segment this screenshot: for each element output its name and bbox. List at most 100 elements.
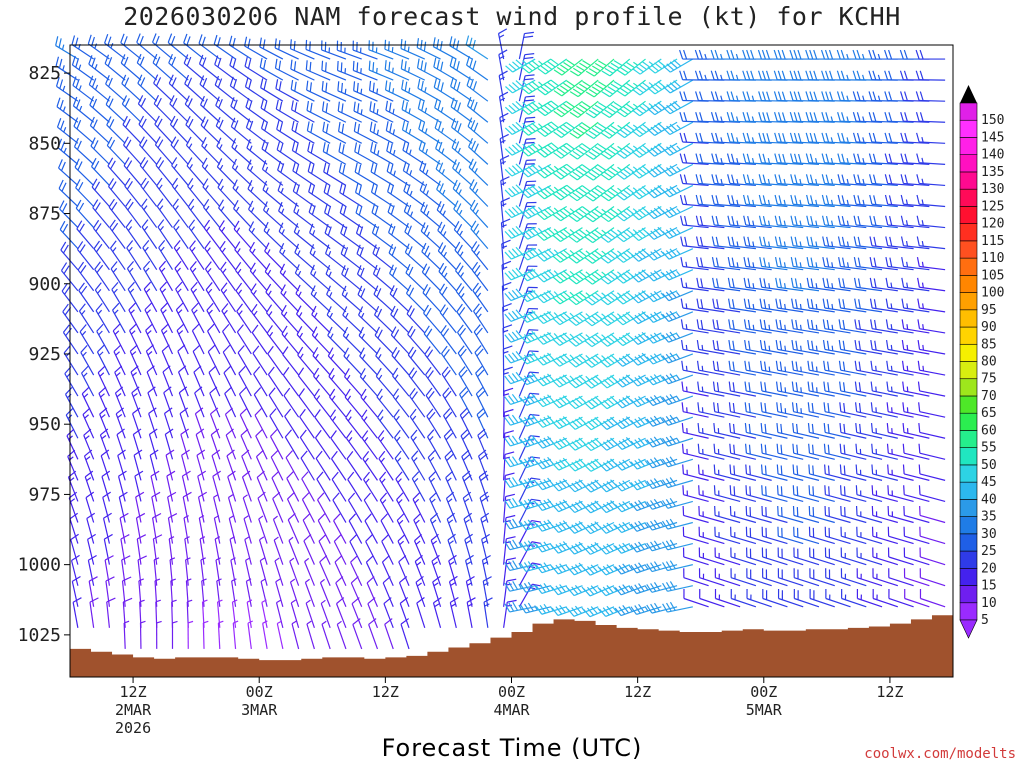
- wind-barb-flag: [155, 156, 162, 166]
- wind-barb: [244, 77, 268, 102]
- wind-barb-flag: [650, 168, 659, 176]
- wind-barb-flag: [218, 220, 225, 229]
- wind-barb-flag: [286, 471, 294, 479]
- wind-barb: [280, 284, 300, 313]
- wind-barb-shaft: [366, 582, 379, 608]
- wind-barb-half-flag: [585, 229, 591, 234]
- wind-barb-flag: [453, 200, 459, 210]
- wind-barb-shaft: [280, 292, 300, 313]
- wind-barb-flag: [306, 121, 310, 131]
- wind-barb: [171, 620, 178, 649]
- wind-barb: [336, 620, 347, 650]
- wind-barb: [377, 430, 394, 460]
- wind-barb-shaft: [416, 47, 441, 60]
- wind-barb: [254, 407, 268, 439]
- wind-barb-flag: [619, 129, 629, 136]
- wind-barb-flag: [55, 56, 60, 67]
- wind-barb-shaft: [81, 372, 95, 397]
- wind-barb-shaft: [518, 308, 530, 334]
- wind-barb-flag: [337, 101, 340, 112]
- wind-barb-flag: [590, 398, 599, 406]
- wind-barb-flag: [610, 166, 619, 174]
- wind-barb-shaft: [404, 251, 426, 271]
- wind-barb-flag: [210, 428, 220, 436]
- wind-barb-flag: [276, 119, 280, 130]
- wind-barb-shaft: [108, 206, 126, 228]
- wind-barb-flag: [295, 184, 300, 194]
- wind-barb-flag: [424, 346, 431, 355]
- wind-barb-shaft: [526, 416, 552, 427]
- wind-barb: [568, 227, 599, 243]
- wind-barb-flag: [523, 56, 534, 60]
- wind-barb-flag: [572, 88, 582, 95]
- wind-barb-flag: [647, 128, 656, 136]
- wind-barb: [78, 282, 95, 313]
- wind-barb-flag: [641, 352, 650, 361]
- wind-barb-shaft: [511, 163, 536, 177]
- wind-barb-half-flag: [158, 184, 163, 190]
- wind-barb-flag: [646, 252, 655, 261]
- wind-barb-flag: [559, 334, 568, 343]
- wind-barb-shaft: [121, 580, 126, 607]
- wind-barb-flag: [461, 411, 470, 420]
- wind-barb: [518, 159, 536, 186]
- wind-barb-flag: [511, 373, 519, 382]
- wind-barb-flag: [666, 167, 674, 175]
- wind-barb-shaft: [224, 414, 237, 439]
- wind-barb-flag: [96, 323, 104, 332]
- wind-barb-shaft: [544, 121, 568, 137]
- wind-barb-half-flag: [450, 582, 456, 587]
- wind-barb-half-flag: [155, 599, 161, 603]
- wind-barb-flag: [108, 98, 114, 108]
- wind-barb-flag: [403, 202, 409, 212]
- wind-barb-shaft: [668, 332, 694, 343]
- wind-barb-half-flag: [644, 480, 649, 486]
- wind-barb-flag: [93, 160, 100, 170]
- wind-barb: [201, 137, 221, 165]
- wind-barb-half-flag: [398, 519, 404, 525]
- wind-barb-half-flag: [644, 460, 649, 465]
- wind-barb-half-flag: [315, 374, 320, 380]
- wind-barb-flag: [390, 205, 395, 215]
- wind-barb-half-flag: [268, 311, 273, 317]
- wind-barb-flag: [665, 270, 674, 279]
- wind-barb-half-flag: [117, 413, 123, 419]
- wind-barb-half-flag: [644, 439, 649, 445]
- wind-barb-flag: [550, 79, 559, 87]
- wind-barb-half-flag: [660, 334, 665, 339]
- wind-barb-flag: [575, 231, 584, 239]
- wind-barb: [421, 242, 441, 271]
- wind-barb-flag: [531, 185, 539, 193]
- wind-barb: [217, 620, 224, 649]
- wind-barb-flag: [240, 428, 249, 436]
- wind-barb-shaft: [385, 89, 410, 102]
- wind-barb-flag: [392, 287, 398, 297]
- wind-barb-shaft: [396, 499, 410, 523]
- wind-barb-shaft: [639, 121, 662, 138]
- wind-barb-flag: [359, 247, 364, 257]
- wind-barb-flag: [113, 344, 122, 353]
- wind-barb-flag: [250, 283, 257, 292]
- wind-barb-flag: [646, 563, 653, 572]
- wind-barb-flag: [555, 544, 563, 553]
- wind-barb-shaft: [590, 543, 615, 555]
- wind-barb-half-flag: [237, 268, 242, 274]
- wind-barb: [360, 388, 378, 418]
- wind-barb-flag: [616, 69, 626, 76]
- wind-barb-flag: [115, 386, 124, 394]
- wind-barb-flag: [653, 249, 662, 258]
- wind-barb-shaft: [561, 58, 583, 76]
- wind-barb-flag: [634, 294, 643, 302]
- wind-barb: [99, 428, 110, 460]
- wind-barb-flag: [523, 35, 534, 39]
- wind-barb: [102, 491, 112, 523]
- wind-barb-flag: [587, 441, 596, 450]
- wind-barb-flag: [578, 270, 587, 278]
- wind-barb-half-flag: [265, 207, 270, 214]
- wind-barb-flag: [151, 491, 161, 498]
- wind-barb: [552, 184, 583, 201]
- wind-barb-flag: [650, 126, 659, 134]
- wind-barb: [253, 366, 268, 397]
- wind-barb-half-flag: [290, 599, 296, 604]
- wind-barb: [317, 513, 331, 544]
